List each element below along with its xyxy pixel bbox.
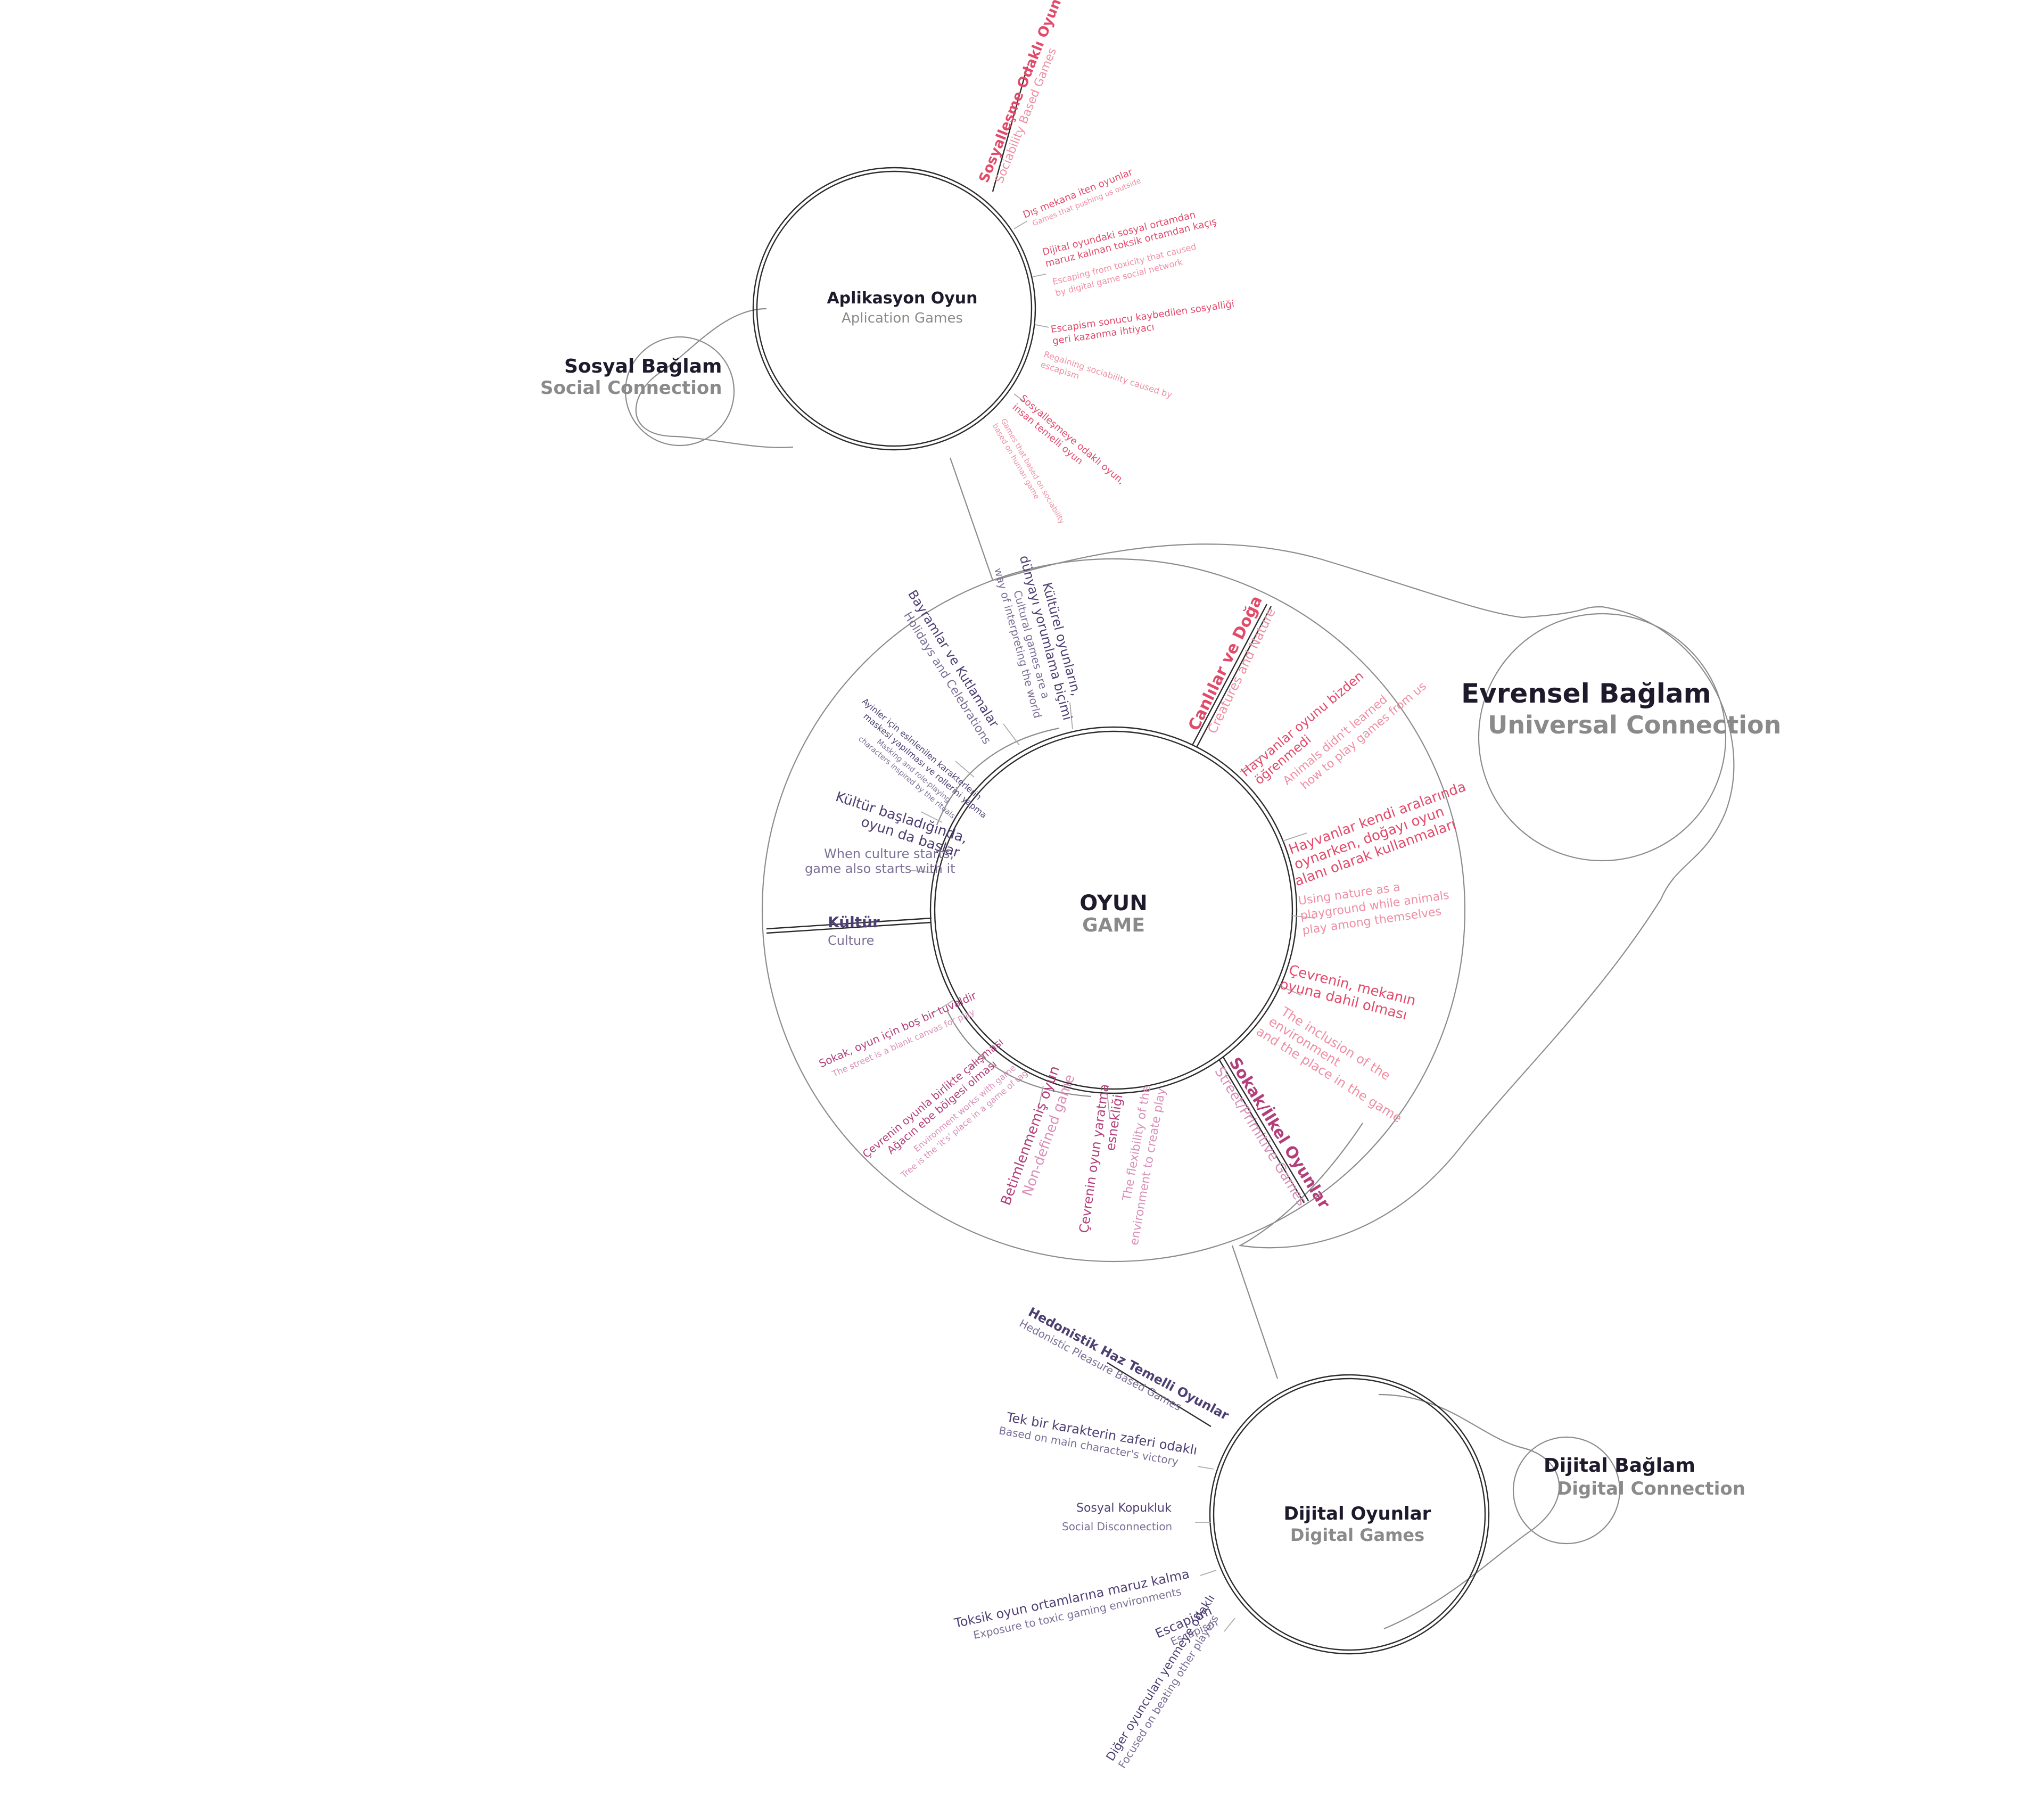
divider-culture <box>766 917 932 930</box>
digital-b5-tr: Diğer oyuncuları yenmeye odaklı <box>1104 1593 1218 1764</box>
digital-b2-en: Social Disconnection <box>1062 1520 1172 1533</box>
social-title: Sosyal Bağlam <box>564 356 722 377</box>
connector-center-digital <box>1231 1245 1279 1379</box>
digital-blob <box>1378 1393 1560 1630</box>
social-blob <box>635 308 794 448</box>
street-arc <box>947 1011 1092 1098</box>
connector-app-center <box>949 457 994 581</box>
divider-street <box>1218 1059 1305 1203</box>
app-spokes <box>1013 220 1049 402</box>
center-circle-outer <box>929 726 1298 1094</box>
outer-ring <box>761 558 1466 1263</box>
app-circle-inner <box>756 170 1033 447</box>
culture-l2-en: Holidays and Celebrations <box>901 609 993 747</box>
divider-culture-b <box>766 921 932 934</box>
digital-context-circle <box>1512 1436 1621 1545</box>
digital-context-subtitle: Digital Connection <box>1557 1478 1745 1499</box>
digital-heading-en: Hedonistic Pleasure Based Games <box>1017 1317 1183 1413</box>
divider-nature <box>1191 604 1268 746</box>
digital-title: Dijital Oyunlar <box>1284 1503 1431 1524</box>
culture-l2-tr: Bayramlar ve Kutlamalar <box>905 587 1002 730</box>
street-heading: Sokak/İlkel Oyunlar <box>1225 1054 1334 1212</box>
universal-context-circle <box>1478 613 1727 862</box>
street-l4-tr: Çevrenin oyun yaratma <box>1076 1083 1112 1234</box>
culture-heading: Kültür <box>828 913 880 931</box>
digital-subtitle: Digital Games <box>1290 1525 1424 1545</box>
culture-l4-en: When culture starts, <box>824 846 954 861</box>
digital-circle-outer <box>1209 1374 1490 1655</box>
nature-l1-en2: how to play games from us <box>1298 680 1429 793</box>
social-context-circle <box>624 336 735 447</box>
universal-title: Evrensel Bağlam <box>1461 678 1711 709</box>
center-circle-inner <box>934 730 1293 1090</box>
culture-l4-en2: game also starts with it <box>805 861 955 876</box>
divider-street-b <box>1222 1057 1309 1201</box>
center-title: OYUN <box>1079 891 1148 916</box>
universal-blob <box>995 543 1735 1249</box>
digital-spokes <box>1195 1466 1235 1632</box>
digital-b2-tr: Sosyal Kopukluk <box>1076 1502 1172 1515</box>
app-heading-divider <box>992 66 1028 192</box>
digital-heading-divider <box>1107 1362 1211 1428</box>
street-l1-tr: Sokak, oyun için boş bir tuvaldir <box>817 989 979 1070</box>
culture-arc <box>936 727 1060 826</box>
social-subtitle: Social Connection <box>540 377 722 399</box>
digital-context-title: Dijital Bağlam <box>1544 1455 1695 1477</box>
spokes <box>910 702 1315 1118</box>
universal-subtitle: Universal Connection <box>1488 711 1781 739</box>
app-title: Aplikasyon Oyun <box>827 289 977 308</box>
app-circle-outer <box>752 167 1036 451</box>
digital-circle-inner <box>1213 1378 1486 1651</box>
digital-heading: Hedonistik Haz Temelli Oyunlar <box>1026 1305 1231 1423</box>
app-heading: Sosyalleşme Odaklı Oyunlar <box>976 0 1073 185</box>
divider-nature-b <box>1196 606 1272 748</box>
center-subtitle: GAME <box>1082 914 1145 936</box>
app-subtitle: Aplication Games <box>842 310 963 326</box>
culture-heading-en: Culture <box>828 933 874 948</box>
